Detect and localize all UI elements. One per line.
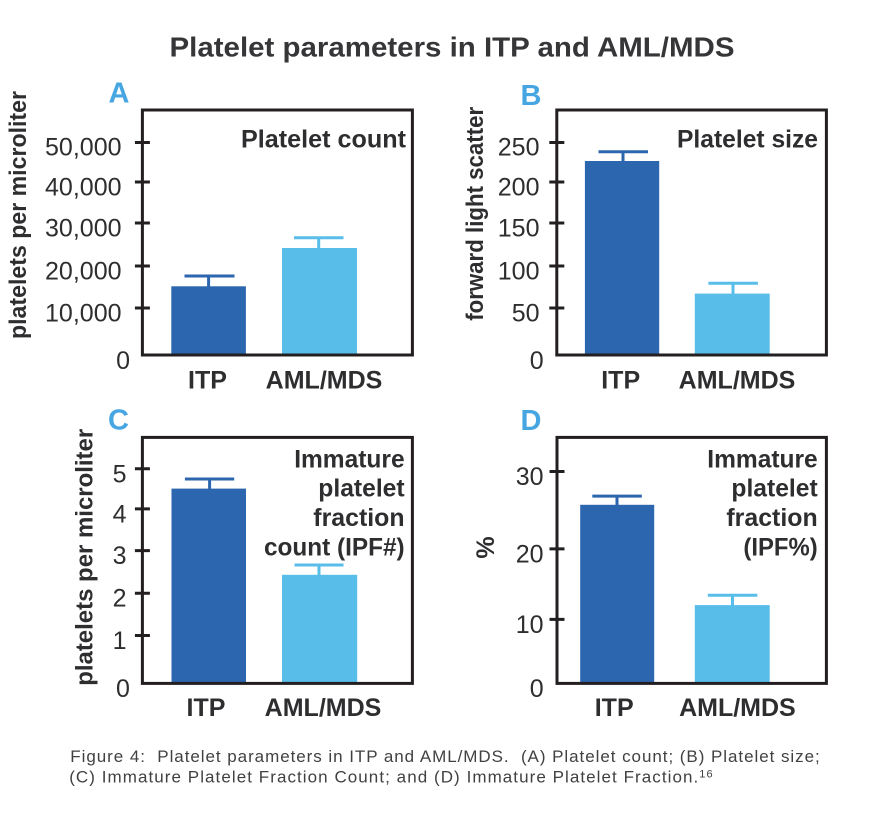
svg-text:0: 0 xyxy=(530,675,544,703)
svg-text:ITP: ITP xyxy=(187,694,226,722)
svg-text:4: 4 xyxy=(113,500,127,528)
svg-text:1: 1 xyxy=(113,627,127,655)
svg-text:fraction: fraction xyxy=(313,504,404,532)
svg-text:D: D xyxy=(521,405,542,437)
svg-text:B: B xyxy=(521,80,542,112)
svg-text:0: 0 xyxy=(116,675,130,703)
svg-text:Platelet parameters in ITP and: Platelet parameters in ITP and AML/MDS xyxy=(170,32,735,63)
svg-text:200: 200 xyxy=(498,174,540,202)
svg-text:ITP: ITP xyxy=(595,694,634,722)
svg-text:40,000: 40,000 xyxy=(45,174,121,202)
svg-text:platelet: platelet xyxy=(731,475,818,503)
svg-text:A: A xyxy=(109,78,130,110)
svg-text:30: 30 xyxy=(516,463,544,491)
svg-text:30,000: 30,000 xyxy=(45,215,121,243)
svg-text:ITP: ITP xyxy=(188,366,227,394)
svg-text:fraction: fraction xyxy=(726,504,817,532)
svg-text:100: 100 xyxy=(498,258,540,286)
svg-text:0: 0 xyxy=(116,347,130,375)
svg-text:platelets per microliter: platelets per microliter xyxy=(5,91,32,339)
svg-text:count (IPF#): count (IPF#) xyxy=(264,533,405,561)
svg-text:10: 10 xyxy=(516,611,544,639)
svg-text:AML/MDS: AML/MDS xyxy=(266,366,383,394)
svg-text:0: 0 xyxy=(530,347,544,375)
svg-text:forward light scatter: forward light scatter xyxy=(462,107,489,321)
svg-text:10,000: 10,000 xyxy=(45,300,121,328)
svg-text:5: 5 xyxy=(113,460,127,488)
svg-text:platelet: platelet xyxy=(318,475,405,503)
svg-text:250: 250 xyxy=(498,134,540,162)
svg-text:Figure 4: Platelet parameters: Figure 4: Platelet parameters in ITP and… xyxy=(70,747,820,766)
svg-text:20: 20 xyxy=(516,540,544,568)
svg-text:AML/MDS: AML/MDS xyxy=(679,366,796,394)
svg-text:AML/MDS: AML/MDS xyxy=(679,694,796,722)
svg-text:Immature: Immature xyxy=(294,446,404,474)
svg-text:50,000: 50,000 xyxy=(45,134,121,162)
svg-text:ITP: ITP xyxy=(601,366,640,394)
svg-text:150: 150 xyxy=(498,215,540,243)
svg-text:20,000: 20,000 xyxy=(45,258,121,286)
svg-text:AML/MDS: AML/MDS xyxy=(265,694,382,722)
svg-text:%: % xyxy=(472,536,500,558)
svg-text:(IPF%): (IPF%) xyxy=(743,533,817,561)
svg-text:50: 50 xyxy=(512,300,540,328)
svg-text:Platelet count: Platelet count xyxy=(241,125,407,153)
svg-text:C: C xyxy=(108,405,129,437)
svg-text:Platelet size: Platelet size xyxy=(677,125,818,153)
svg-text:2: 2 xyxy=(113,585,127,613)
svg-text:Immature: Immature xyxy=(707,446,817,474)
svg-text:platelets per microliter: platelets per microliter xyxy=(72,429,99,686)
svg-text:(C) Immature Platelet Fraction: (C) Immature Platelet Fraction Count; an… xyxy=(69,767,713,786)
svg-text:3: 3 xyxy=(113,542,127,570)
